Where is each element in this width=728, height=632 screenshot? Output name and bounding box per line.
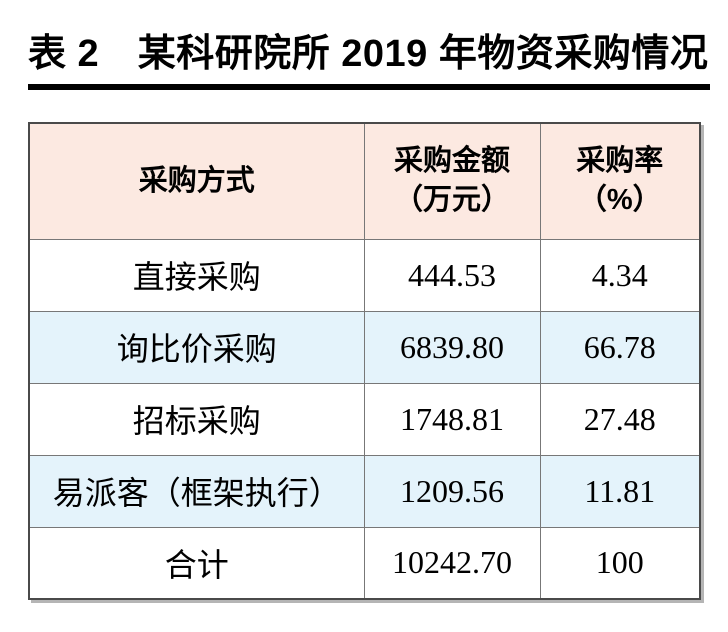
table-row: 直接采购 444.53 4.34 <box>28 238 701 312</box>
amount-cell: 10242.70 <box>363 526 541 600</box>
amount-cell: 444.53 <box>363 238 541 312</box>
table-header-row: 采购方式 采购金额 （万元） 采购率 （%） <box>28 122 701 240</box>
method-cell: 易派客（框架执行） <box>28 454 365 528</box>
header-amount: 采购金额 （万元） <box>363 122 541 240</box>
table-title: 表 2 某科研院所 2019 年物资采购情况 <box>28 33 709 75</box>
procurement-table: 采购方式 采购金额 （万元） 采购率 （%） 直接采购 444.53 4.34 … <box>28 122 701 600</box>
rate-cell: 100 <box>539 526 701 600</box>
header-method-label: 采购方式 <box>138 164 255 197</box>
method-cell: 直接采购 <box>28 238 365 312</box>
rate-cell: 4.34 <box>539 238 701 312</box>
title-rule <box>28 84 710 90</box>
amount-cell: 1748.81 <box>363 382 541 456</box>
rate-cell: 27.48 <box>539 382 701 456</box>
header-amount-line1: 采购金额 <box>393 145 510 178</box>
table-row: 易派客（框架执行） 1209.56 11.81 <box>28 454 701 528</box>
table-row: 询比价采购 6839.80 66.78 <box>28 310 701 384</box>
header-rate-line1: 采购率 <box>576 145 664 178</box>
header-rate: 采购率 （%） <box>539 122 701 240</box>
table-row-total: 合计 10242.70 100 <box>28 526 701 600</box>
header-rate-line2: （%） <box>577 184 662 217</box>
rate-cell: 11.81 <box>539 454 701 528</box>
method-cell: 询比价采购 <box>28 310 365 384</box>
rate-cell: 66.78 <box>539 310 701 384</box>
table-row: 招标采购 1748.81 27.48 <box>28 382 701 456</box>
header-amount-line2: （万元） <box>393 184 510 217</box>
method-cell: 招标采购 <box>28 382 365 456</box>
method-cell: 合计 <box>28 526 365 600</box>
header-method: 采购方式 <box>28 122 365 240</box>
amount-cell: 1209.56 <box>363 454 541 528</box>
amount-cell: 6839.80 <box>363 310 541 384</box>
